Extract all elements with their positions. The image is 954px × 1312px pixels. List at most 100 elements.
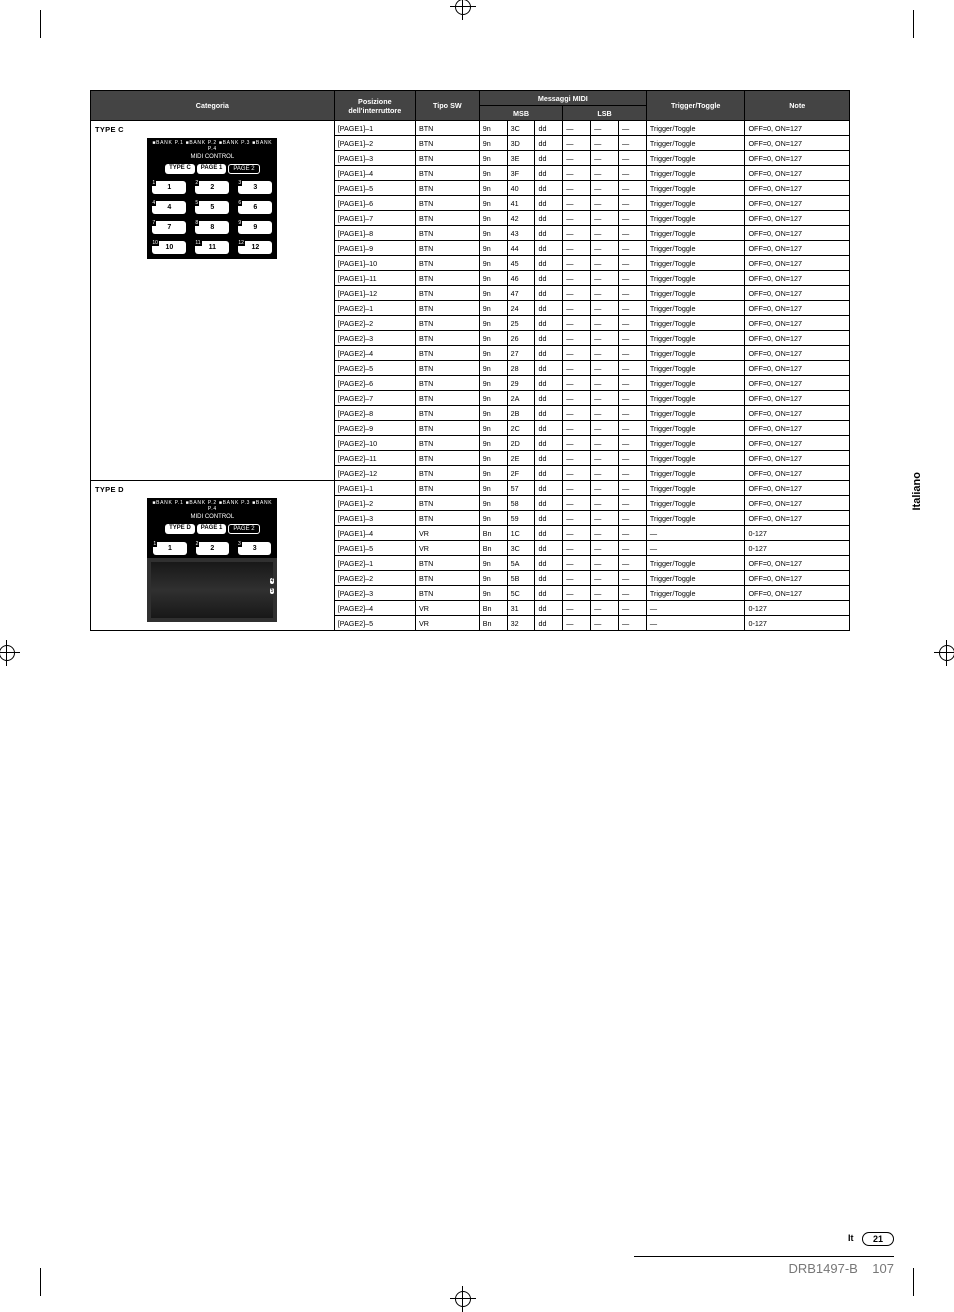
midi-cell: — [563,406,591,421]
sw-cell: BTN [415,241,479,256]
th-note: Note [745,91,850,121]
pos-cell: [PAGE1]–2 [334,496,415,511]
midi-cell: dd [535,241,563,256]
midi-cell: — [591,256,619,271]
sw-cell: BTN [415,586,479,601]
pos-cell: [PAGE2]–6 [334,376,415,391]
midi-cell: — [591,361,619,376]
midi-cell: — [591,136,619,151]
pos-cell: [PAGE1]–5 [334,541,415,556]
midi-cell: 9n [479,481,507,496]
doc-code: DRB1497-B [788,1261,857,1276]
note-cell: OFF=0, ON=127 [745,481,850,496]
midi-cell: Bn [479,541,507,556]
midi-cell: 9n [479,166,507,181]
midi-cell: dd [535,331,563,346]
panel-btn: 11 [153,542,186,555]
midi-cell: dd [535,526,563,541]
page-num-bubble: 21 [862,1232,894,1246]
pos-cell: [PAGE2]–5 [334,616,415,631]
midi-cell: dd [535,151,563,166]
note-cell: OFF=0, ON=127 [745,451,850,466]
note-cell: OFF=0, ON=127 [745,331,850,346]
midi-cell: — [618,481,646,496]
midi-cell: 25 [507,316,535,331]
midi-cell: 9n [479,361,507,376]
note-cell: 0-127 [745,616,850,631]
note-cell: OFF=0, ON=127 [745,151,850,166]
panel-vr-area: 4 5 [147,558,277,622]
pos-cell: [PAGE2]–7 [334,391,415,406]
note-cell: OFF=0, ON=127 [745,376,850,391]
midi-cell: — [591,346,619,361]
midi-cell: 9n [479,421,507,436]
midi-cell: — [618,181,646,196]
tt-cell: Trigger/Toggle [646,121,745,136]
note-cell: OFF=0, ON=127 [745,211,850,226]
midi-cell: 3C [507,541,535,556]
midi-cell: — [618,151,646,166]
midi-cell: dd [535,451,563,466]
panel-vr-label: 5 [270,588,275,594]
midi-cell: dd [535,556,563,571]
midi-cell: dd [535,466,563,481]
note-cell: OFF=0, ON=127 [745,181,850,196]
midi-cell: — [591,226,619,241]
midi-cell: Bn [479,526,507,541]
pos-cell: [PAGE2]–2 [334,316,415,331]
pos-cell: [PAGE1]–3 [334,511,415,526]
sw-cell: VR [415,601,479,616]
midi-cell: — [563,181,591,196]
panel-btn: 55 [195,201,229,214]
midi-cell: 28 [507,361,535,376]
tt-cell: Trigger/Toggle [646,466,745,481]
midi-cell: — [618,601,646,616]
panel-illustration: ■BANK P.1 ■BANK P.2 ■BANK P.3 ■BANK P.4 … [147,498,277,622]
midi-cell: — [591,406,619,421]
midi-cell: — [591,376,619,391]
midi-cell: — [618,136,646,151]
panel-btn: 1212 [238,241,272,254]
midi-cell: — [563,121,591,136]
midi-cell: — [591,211,619,226]
midi-cell: 9n [479,181,507,196]
midi-cell: — [563,256,591,271]
midi-cell: 9n [479,466,507,481]
midi-cell: 1C [507,526,535,541]
note-cell: OFF=0, ON=127 [745,121,850,136]
midi-cell: — [618,331,646,346]
midi-cell: — [618,511,646,526]
pos-cell: [PAGE2]–8 [334,406,415,421]
midi-cell: — [591,541,619,556]
note-cell: OFF=0, ON=127 [745,271,850,286]
midi-cell: 9n [479,136,507,151]
panel-tab: TYPE D [165,524,195,534]
midi-cell: — [618,361,646,376]
midi-cell: — [591,316,619,331]
note-cell: OFF=0, ON=127 [745,556,850,571]
registration-mark-icon [450,0,476,20]
sw-cell: BTN [415,271,479,286]
category-cell: TYPE C ■BANK P.1 ■BANK P.2 ■BANK P.3 ■BA… [91,121,335,481]
sw-cell: BTN [415,121,479,136]
midi-cell: dd [535,481,563,496]
th-categoria: Categoria [91,91,335,121]
midi-cell: dd [535,286,563,301]
pos-cell: [PAGE1]–11 [334,271,415,286]
midi-cell: 24 [507,301,535,316]
panel-btn: 77 [152,221,186,234]
tt-cell: Trigger/Toggle [646,346,745,361]
note-cell: OFF=0, ON=127 [745,466,850,481]
note-cell: OFF=0, ON=127 [745,511,850,526]
table-row: TYPE C ■BANK P.1 ■BANK P.2 ■BANK P.3 ■BA… [91,121,850,136]
midi-cell: — [591,286,619,301]
midi-cell: — [563,466,591,481]
th-trigger-toggle: Trigger/Toggle [646,91,745,121]
midi-cell: — [618,616,646,631]
midi-cell: 9n [479,376,507,391]
midi-cell: 2E [507,451,535,466]
midi-cell: 31 [507,601,535,616]
midi-cell: dd [535,541,563,556]
midi-cell: — [591,466,619,481]
midi-cell: — [618,211,646,226]
